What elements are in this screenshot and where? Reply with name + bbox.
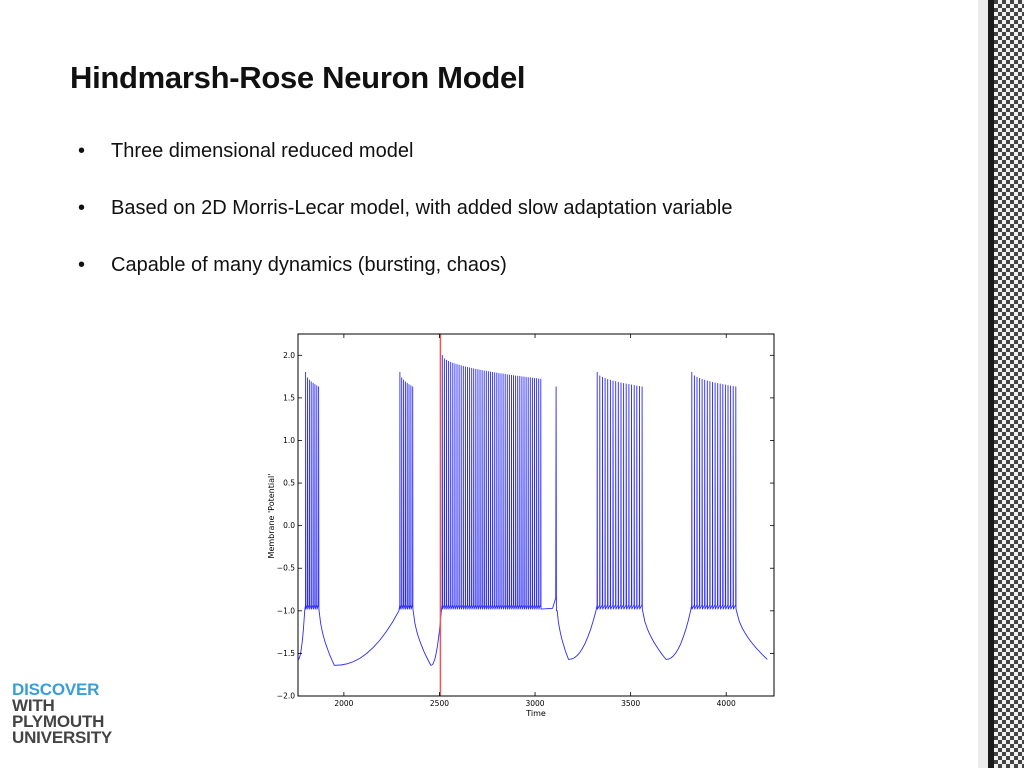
- y-tick-label: 0.0: [283, 521, 295, 530]
- y-tick-label: −1.5: [277, 649, 295, 658]
- bullet-text: Based on 2D Morris-Lecar model, with add…: [111, 197, 733, 219]
- membrane-potential-chart: 2000 2500 3000 3500 4000 −2.0 −1.5 −1.0 −0.5 0.0 0…: [267, 333, 775, 718]
- logo-line-plymouth: PLYMOUTH: [12, 712, 105, 731]
- x-tick-label: 2000: [334, 699, 353, 708]
- decorative-side-border: [978, 0, 1024, 768]
- logo-line-with: WITH: [12, 696, 55, 715]
- plot-frame: [297, 333, 775, 697]
- y-tick-label: −0.5: [277, 564, 295, 573]
- bullet-glyph: •: [78, 140, 86, 162]
- logo-line-university: UNIVERSITY: [12, 728, 113, 747]
- y-tick-label: −2.0: [277, 692, 295, 701]
- x-axis-label: Time: [525, 709, 546, 718]
- logo-line-discover: DISCOVER: [12, 680, 100, 699]
- bullet-glyph: •: [78, 197, 86, 219]
- y-tick-label: −1.0: [277, 606, 295, 615]
- y-axis-label: Membrane 'Potential': [267, 474, 276, 559]
- plymouth-university-logo: DISCOVER WITH PLYMOUTH UNIVERSITY: [12, 680, 113, 747]
- bullet-text: Capable of many dynamics (bursting, chao…: [111, 254, 507, 276]
- x-tick-label: 3000: [525, 699, 544, 708]
- y-tick-label: 1.0: [283, 436, 295, 445]
- bullet-glyph: •: [78, 254, 86, 276]
- y-tick-label: 2.0: [283, 351, 295, 360]
- bullet-text: Three dimensional reduced model: [111, 140, 414, 162]
- membrane-potential-trace: [297, 354, 768, 666]
- x-tick-label: 3500: [621, 699, 640, 708]
- slide-title: Hindmarsh-Rose Neuron Model: [70, 60, 526, 95]
- y-tick-label: 0.5: [283, 479, 295, 488]
- y-tick-label: 1.5: [283, 393, 295, 402]
- x-tick-label: 2500: [430, 699, 449, 708]
- x-tick-label: 4000: [717, 699, 736, 708]
